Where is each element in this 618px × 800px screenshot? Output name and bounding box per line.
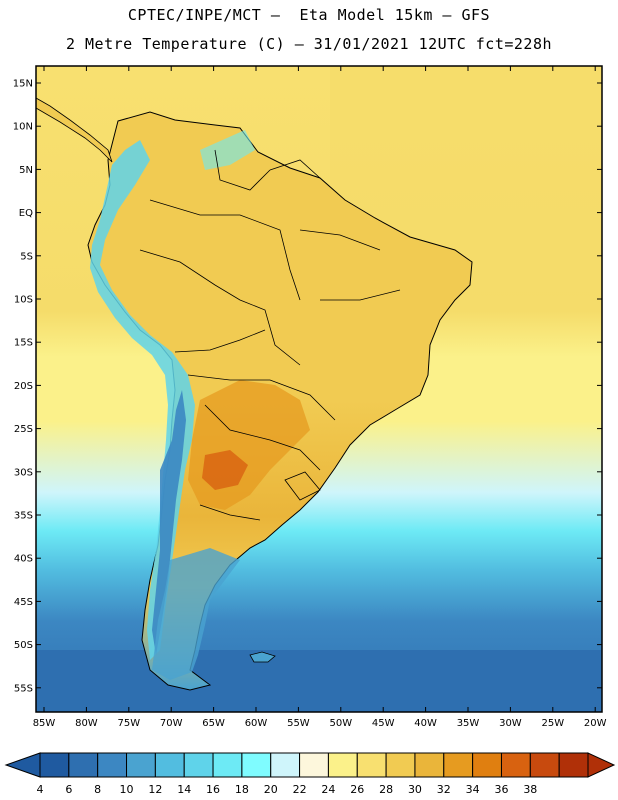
legend-label: 24 [321,783,335,796]
legend-swatch [385,752,416,778]
legend-label: 32 [437,783,451,796]
legend-swatch [97,752,128,778]
lat-tick-label: 25S [14,424,33,435]
legend-label: 34 [466,783,480,796]
plot-frame [35,65,603,713]
lat-tick-label: 55S [14,683,33,694]
lat-tick-label: 15N [13,79,33,90]
legend-label: 18 [235,783,249,796]
lon-tick-label: 20W [584,718,607,729]
legend-label: 16 [206,783,220,796]
lat-tick-label: 5N [19,165,33,176]
legend-label: 8 [94,783,101,796]
lon-tick-label: 35W [457,718,480,729]
legend-label: 28 [379,783,393,796]
legend-swatch [500,752,531,778]
lon-tick-label: 80W [75,718,98,729]
legend-label: 38 [523,783,537,796]
lat-tick-label: 15S [14,338,33,349]
venezuela-cool [200,130,255,170]
legend-swatch [558,752,589,778]
legend-swatch [472,752,502,778]
map-title: CPTEC/INPE/MCT – Eta Model 15km – GFS [127,6,491,24]
legend-label: 4 [37,783,44,796]
lon-tick-label: 55W [287,718,310,729]
lat-tick-label: 10N [13,122,33,133]
map-subtitle: 2 Metre Temperature (C) – 31/01/2021 12U… [65,35,553,53]
lon-tick-label: 85W [33,718,56,729]
legend-swatch [241,752,272,778]
lon-tick-label: 70W [160,718,183,729]
legend-swatch [39,752,70,778]
falkland-islands [249,651,276,663]
lon-tick-label: 25W [541,718,564,729]
legend-label: 12 [148,783,162,796]
color-legend: 4 6 8 10 12 14 16 18 20 22 24 26 28 30 32 34 36 38 [4,752,616,796]
legend-label: 26 [350,783,364,796]
legend-swatch [529,752,560,778]
lat-tick-label: 30S [14,467,33,478]
legend-swatch [270,752,301,778]
lat-tick-label: 50S [14,640,33,651]
legend-label: 6 [65,783,72,796]
legend-label: 10 [120,783,134,796]
lat-tick-label: 5S [20,251,33,262]
patagonia-cool [152,548,240,680]
andes-core [152,390,186,655]
lon-tick-label: 65W [202,718,225,729]
lat-tick-label: 20S [14,381,33,392]
legend-swatch [68,752,99,778]
temperature-map: 15N 10N 5N EQ 5S 10S 15S 20S 25S 30S 35S 40S 45S 50S 5… [13,65,607,729]
legend-label: 20 [264,783,278,796]
longitude-axis: 85W 80W 75W 70W 65W 60W 55W 50W 45W 40W 35W 30W 25W 2… [33,66,607,729]
legend-label: 30 [408,783,422,796]
latitude-axis: 15N 10N 5N EQ 5S 10S 15S 20S 25S 30S 35S 40S 45S 50S 5… [13,79,602,694]
lat-tick-label: 40S [14,554,33,565]
lon-tick-label: 40W [414,718,437,729]
country-borders [139,149,401,521]
legend-swatch [212,752,243,778]
legend-arrow-high [587,752,616,778]
legend-swatch [126,752,156,778]
lat-tick-label: EQ [19,208,33,219]
cold-band [36,650,602,712]
legend-swatch [299,752,329,778]
legend-swatch [183,752,214,778]
hot-core [202,450,248,490]
legend-swatch [327,752,358,778]
lon-tick-label: 45W [372,718,395,729]
lon-tick-label: 75W [117,718,140,729]
legend-swatch [356,752,387,778]
legend-swatch [414,752,445,778]
lat-tick-label: 45S [14,597,33,608]
legend-label: 36 [494,783,508,796]
lat-tick-label: 10S [14,295,33,306]
legend-label: 22 [293,783,307,796]
lat-tick-label: 35S [14,511,33,522]
lon-tick-label: 30W [499,718,522,729]
legend-swatch [443,752,474,778]
legend-label: 14 [177,783,191,796]
legend-swatch [154,752,185,778]
lon-tick-label: 60W [245,718,268,729]
lon-tick-label: 50W [329,718,352,729]
legend-arrow-low [4,752,41,778]
central-america [36,97,113,163]
